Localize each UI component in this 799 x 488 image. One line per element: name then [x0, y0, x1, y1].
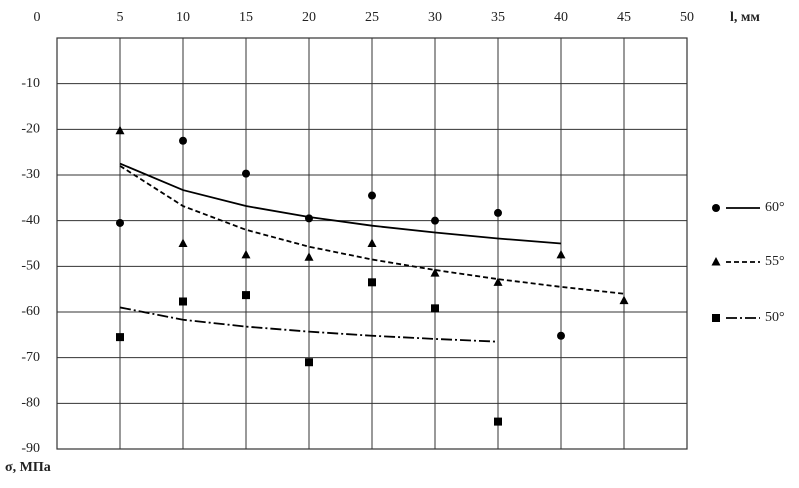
y-tick-label: -90 — [21, 441, 40, 456]
point — [493, 277, 503, 286]
x-tick-label: 25 — [365, 10, 379, 25]
x-tick-label: 50 — [680, 10, 694, 25]
y-axis-label: σ, МПа — [5, 460, 51, 475]
y-tick-label: -80 — [21, 396, 40, 411]
point — [305, 358, 313, 367]
y-tick-label: -20 — [21, 122, 40, 137]
legend-label: 50° — [765, 310, 785, 325]
plot-frame — [56, 37, 688, 450]
point — [619, 295, 629, 305]
point — [179, 297, 187, 306]
x-tick-label: 20 — [302, 10, 316, 25]
point — [116, 218, 124, 227]
point — [242, 169, 250, 178]
point — [241, 249, 251, 259]
point — [431, 304, 439, 313]
legend-label: 60° — [765, 200, 785, 215]
legend-marker — [712, 314, 720, 322]
trend-line — [119, 162, 562, 245]
point — [242, 291, 250, 300]
point — [179, 136, 187, 145]
point — [367, 238, 377, 247]
point — [494, 208, 502, 217]
y-tick-label: -40 — [21, 213, 40, 228]
x-tick-label: 15 — [239, 10, 253, 25]
y-tick-label: -70 — [21, 350, 40, 365]
point — [305, 214, 313, 223]
trend-line — [119, 306, 499, 343]
legend-label: 55° — [765, 254, 785, 269]
x-tick-label: 0 — [34, 10, 41, 25]
point — [557, 331, 565, 340]
x-tick-label: 5 — [117, 10, 124, 25]
y-tick-label: -30 — [21, 167, 40, 182]
x-tick-label: 30 — [428, 10, 442, 25]
point — [556, 249, 566, 259]
point — [178, 238, 188, 247]
legend-marker — [711, 257, 721, 266]
point — [430, 268, 440, 277]
x-tick-label: 35 — [491, 10, 505, 25]
x-tick-label: 45 — [617, 10, 631, 25]
point — [368, 278, 376, 287]
point — [368, 191, 376, 200]
y-tick-label: -60 — [21, 304, 40, 319]
point — [304, 252, 314, 261]
trend-line — [119, 165, 625, 295]
point — [116, 333, 124, 342]
y-tick-label: -10 — [21, 76, 40, 91]
point — [115, 125, 125, 135]
point — [494, 417, 502, 426]
x-axis-label: l, мм — [730, 10, 760, 25]
y-tick-label: -50 — [21, 259, 40, 274]
x-tick-label: 10 — [176, 10, 190, 25]
x-tick-label: 40 — [554, 10, 568, 25]
legend-marker — [712, 204, 720, 212]
point — [431, 216, 439, 225]
